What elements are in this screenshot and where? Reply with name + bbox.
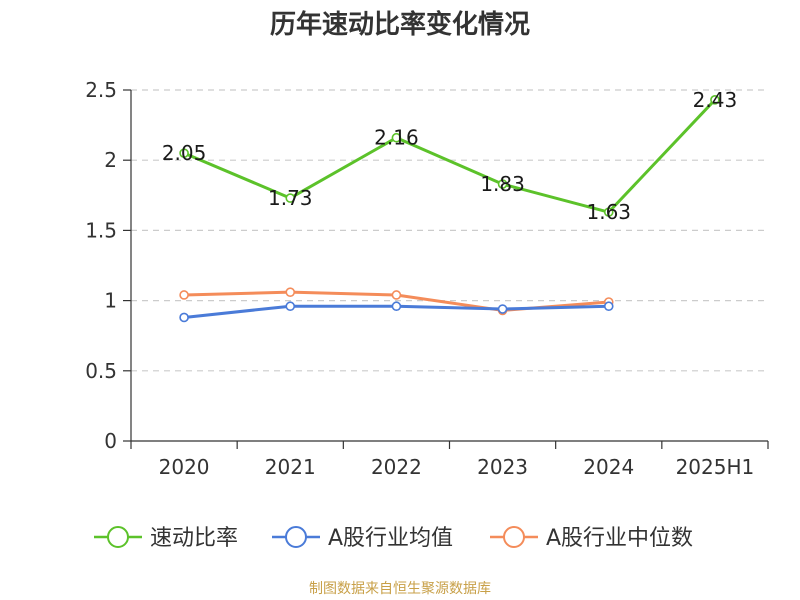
data-point bbox=[285, 287, 296, 297]
legend-marker bbox=[503, 526, 525, 548]
source-note: 制图数据来自恒生聚源数据库 bbox=[309, 581, 491, 597]
legend-label: A股行业均值 bbox=[328, 526, 453, 551]
data-label: 1.73 bbox=[268, 186, 313, 210]
series-0 bbox=[179, 95, 720, 217]
legend[interactable]: 速动比率 A股行业均值 A股行业中位数 bbox=[94, 526, 693, 551]
data-point bbox=[497, 179, 508, 189]
data-label: 1.63 bbox=[586, 200, 631, 224]
data-point bbox=[497, 304, 508, 314]
y-tick-label: 2.5 bbox=[85, 78, 117, 102]
legend-item-2[interactable]: A股行业中位数 bbox=[490, 526, 693, 551]
data-label: 2.05 bbox=[162, 141, 207, 165]
data-point bbox=[179, 148, 189, 158]
y-tick-label: 0 bbox=[104, 429, 117, 453]
legend-marker bbox=[285, 526, 307, 548]
data-point bbox=[285, 193, 296, 203]
legend-item-1[interactable]: A股行业均值 bbox=[272, 526, 453, 551]
data-point bbox=[285, 301, 296, 312]
y-tick-label: 2 bbox=[104, 148, 117, 172]
data-point bbox=[603, 301, 614, 312]
data-point bbox=[391, 290, 402, 300]
legend-item-0[interactable]: 速动比率 bbox=[94, 526, 238, 551]
x-tick-label: 2025H1 bbox=[676, 455, 755, 479]
x-tick-label: 2023 bbox=[477, 455, 528, 479]
chart-title: 历年速动比率变化情况 bbox=[269, 10, 530, 40]
data-label: 2.43 bbox=[693, 88, 738, 112]
legend-marker bbox=[107, 526, 129, 548]
series-layer bbox=[179, 95, 720, 323]
data-point bbox=[179, 312, 189, 323]
grid-layer bbox=[131, 89, 768, 372]
series-1 bbox=[179, 301, 614, 323]
x-tick-label: 2024 bbox=[583, 455, 634, 479]
x-tick-label: 2022 bbox=[371, 455, 422, 479]
data-point bbox=[391, 301, 402, 312]
x-tick-label: 2021 bbox=[265, 455, 316, 479]
axis-layer: 0 0.5 1 1.5 2 2.5 2020 2021 2022 2023 2024 2025H1 bbox=[85, 78, 769, 479]
label-layer: 2.05 1.73 2.16 1.83 1.63 2.43 bbox=[162, 88, 737, 224]
y-tick-label: 1.5 bbox=[85, 218, 117, 242]
data-point bbox=[603, 207, 614, 217]
data-point bbox=[179, 290, 189, 300]
data-point bbox=[391, 132, 402, 143]
y-tick-label: 1 bbox=[104, 289, 117, 313]
x-tick-label: 2020 bbox=[159, 455, 210, 479]
data-label: 1.83 bbox=[480, 172, 525, 196]
series-line bbox=[183, 98, 717, 214]
legend-label: 速动比率 bbox=[150, 526, 238, 551]
data-label: 2.16 bbox=[374, 126, 419, 150]
legend-label: A股行业中位数 bbox=[546, 526, 693, 551]
data-point bbox=[710, 95, 720, 105]
y-tick-label: 0.5 bbox=[85, 359, 117, 383]
